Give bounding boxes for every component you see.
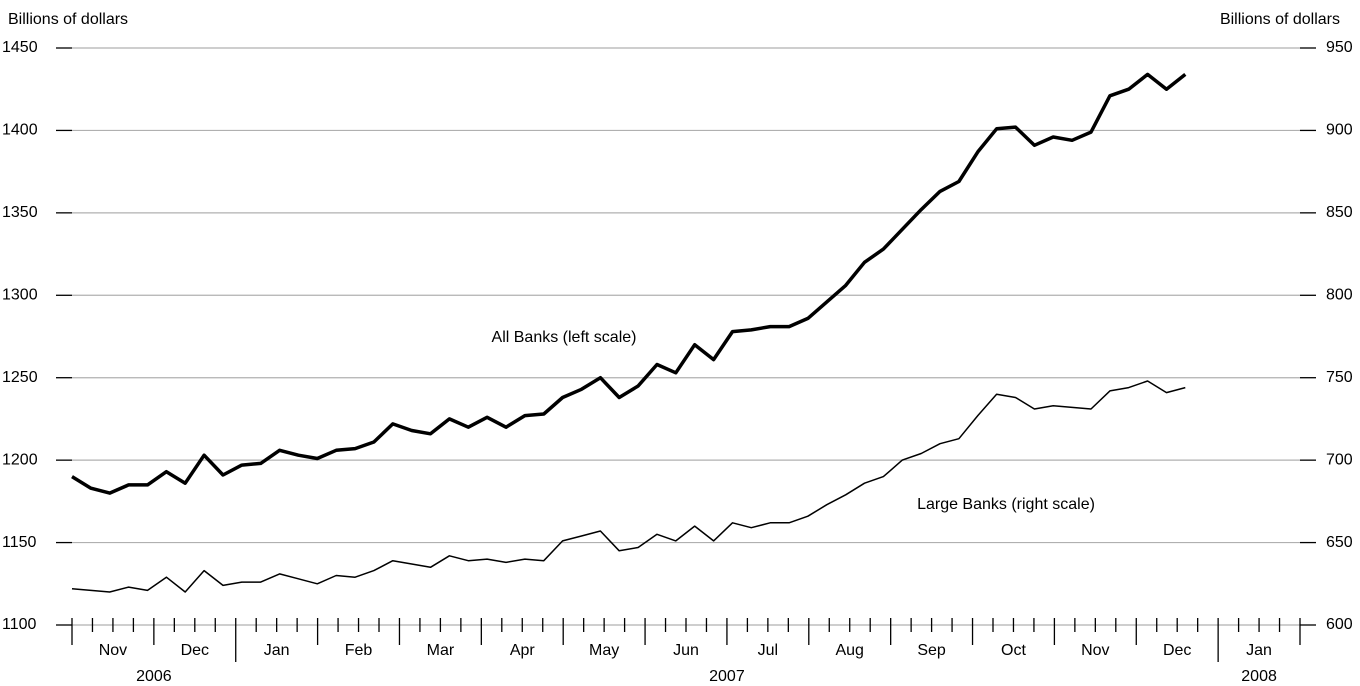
y2-tick-label: 600 xyxy=(1326,616,1353,633)
year-label: 2006 xyxy=(136,668,172,685)
x-tick-label: Aug xyxy=(835,642,863,659)
y2-tick-label: 900 xyxy=(1326,122,1353,139)
y2-tick-label: 950 xyxy=(1326,39,1353,56)
y2-axis-label: Billions of dollars xyxy=(1220,11,1340,28)
y-tick-label: 1350 xyxy=(2,204,38,221)
x-tick-label: Dec xyxy=(181,642,209,659)
x-tick-label: Sep xyxy=(917,642,946,659)
x-tick-label: Jan xyxy=(264,642,290,659)
y2-tick-label: 850 xyxy=(1326,204,1353,221)
series-line xyxy=(71,380,1186,593)
x-tick-label: Oct xyxy=(1001,642,1026,659)
series-line xyxy=(71,72,1187,495)
x-tick-label: Jul xyxy=(758,642,778,659)
x-tick-label: Dec xyxy=(1163,642,1191,659)
y2-tick-label: 800 xyxy=(1326,287,1353,304)
y-tick-label: 1300 xyxy=(2,287,38,304)
y-tick-label: 1150 xyxy=(2,534,37,551)
x-tick-label: Apr xyxy=(510,642,536,659)
x-tick-label: May xyxy=(589,642,619,659)
y-tick-label: 1450 xyxy=(2,39,38,56)
y-axis-label: Billions of dollars xyxy=(8,11,128,28)
year-label: 2008 xyxy=(1241,668,1277,685)
x-tick-label: Feb xyxy=(345,642,373,659)
x-tick-label: Nov xyxy=(99,642,127,659)
y-tick-label: 1400 xyxy=(2,122,38,139)
y2-tick-label: 750 xyxy=(1326,369,1353,386)
x-tick-label: Jun xyxy=(673,642,699,659)
y2-tick-label: 650 xyxy=(1326,534,1353,551)
y-tick-label: 1200 xyxy=(2,451,38,468)
x-tick-label: Jan xyxy=(1246,642,1272,659)
y-tick-label: 1100 xyxy=(2,616,37,633)
year-label: 2007 xyxy=(709,668,745,685)
x-tick-label: Nov xyxy=(1081,642,1109,659)
series-label: Large Banks (right scale) xyxy=(917,496,1095,513)
y2-tick-label: 700 xyxy=(1326,451,1353,468)
y-tick-label: 1250 xyxy=(2,369,38,386)
x-tick-label: Mar xyxy=(427,642,455,659)
series-label: All Banks (left scale) xyxy=(492,329,637,346)
